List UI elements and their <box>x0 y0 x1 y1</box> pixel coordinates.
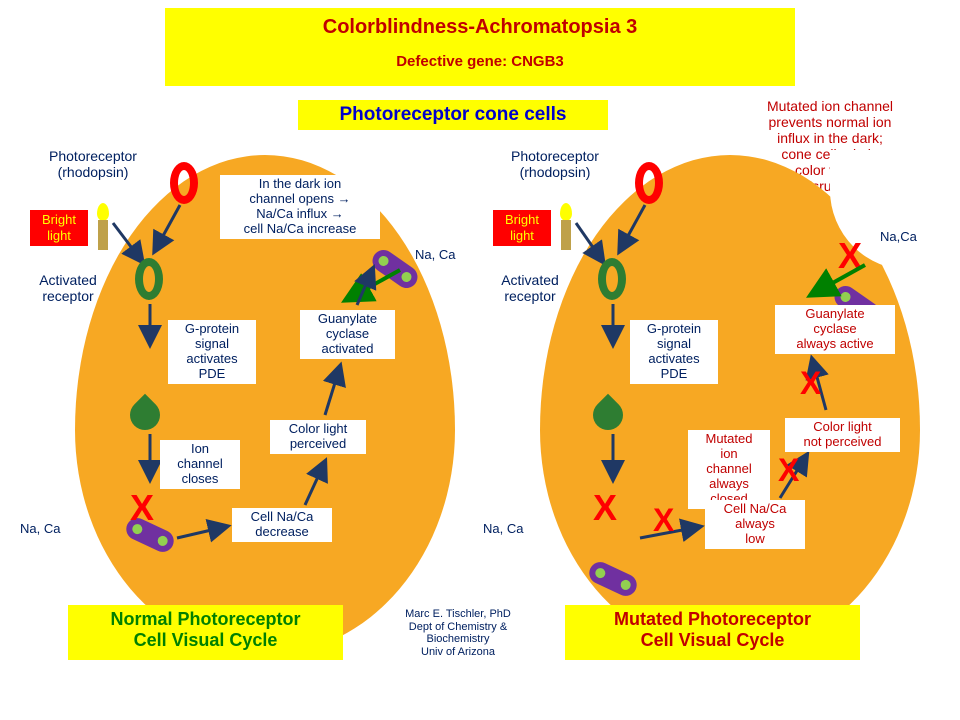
left-title-box: Normal Photoreceptor Cell Visual Cycle <box>68 605 343 660</box>
left-gc-box: Guanylate cyclase activated <box>300 310 395 359</box>
arrow-left-receptor-down <box>150 200 190 260</box>
left-photoreceptor-label: Photoreceptor (rhodopsin) <box>28 148 158 180</box>
right-naca-bottom: Na, Ca <box>483 522 523 537</box>
left-naca-bottom: Na, Ca <box>20 522 60 537</box>
left-naca-top: Na, Ca <box>415 248 455 263</box>
section-title: Photoreceptor cone cells <box>339 104 566 125</box>
header-banner: Colorblindness-Achromatopsia 3 Defective… <box>165 8 795 86</box>
right-gprotein-box: G-protein signal activates PDE <box>630 320 718 384</box>
header-title: Colorblindness-Achromatopsia 3 <box>165 16 795 39</box>
left-green-receptor-icon <box>135 258 163 300</box>
section-title-box: Photoreceptor cone cells <box>298 100 608 130</box>
arrow-right-droplet-down <box>603 432 623 482</box>
right-ion-closed-box: Mutated ion channel always closed <box>688 430 770 509</box>
arrow-left-to-decrease <box>175 520 230 545</box>
right-arrow-x1-icon: X <box>653 502 674 539</box>
header-subtitle: Defective gene: CNGB3 <box>165 53 795 70</box>
right-gc-box: Guanylate cyclase always active <box>775 305 895 354</box>
right-bright-light-label: Bright light <box>505 212 539 243</box>
left-title: Normal Photoreceptor Cell Visual Cycle <box>110 609 300 650</box>
left-dark-note: In the dark ion channel opens → Na/Ca in… <box>220 175 380 239</box>
left-ion-closes-box: Ion channel closes <box>160 440 240 489</box>
arrow-left-to-gc <box>320 365 345 420</box>
right-candle-body-icon <box>561 220 571 250</box>
credit-text: Marc E. Tischler, PhD Dept of Chemistry … <box>358 608 558 659</box>
right-red-receptor-icon <box>635 162 663 204</box>
left-naca-decrease-box: Cell Na/Ca decrease <box>232 508 332 542</box>
right-activated-label: Activated receptor <box>480 272 580 304</box>
left-bright-light-box: Bright light <box>30 210 88 246</box>
right-green-receptor-icon <box>598 258 626 300</box>
arrow-left-green-down <box>140 302 160 347</box>
left-channel-x-icon: X <box>130 487 154 529</box>
left-red-receptor-icon <box>170 162 198 204</box>
right-arrow-x2-icon: X <box>778 452 799 489</box>
left-bright-light-label: Bright light <box>42 212 76 243</box>
right-bright-light-box: Bright light <box>493 210 551 246</box>
arrow-right-channel-in <box>810 260 870 300</box>
right-color-box: Color light not perceived <box>785 418 900 452</box>
right-title-box: Mutated Photoreceptor Cell Visual Cycle <box>565 605 860 660</box>
right-title: Mutated Photoreceptor Cell Visual Cycle <box>614 609 811 650</box>
right-naca-top: Na,Ca <box>880 230 917 245</box>
arrow-left-gc-to-channel <box>352 270 377 310</box>
right-naca-low-box: Cell Na/Ca always low <box>705 500 805 549</box>
arrow-left-to-color <box>300 460 330 510</box>
left-color-box: Color light perceived <box>270 420 366 454</box>
arrow-right-green-down <box>603 302 623 347</box>
arrow-right-receptor-down <box>615 200 655 260</box>
left-gprotein-box: G-protein signal activates PDE <box>168 320 256 384</box>
right-photoreceptor-label: Photoreceptor (rhodopsin) <box>490 148 620 180</box>
right-arrow-x3-icon: X <box>800 365 821 402</box>
arrow-left-droplet-down <box>140 432 160 482</box>
right-channel-bottom-x-icon: X <box>593 487 617 529</box>
left-candle-body-icon <box>98 220 108 250</box>
left-activated-label: Activated receptor <box>18 272 118 304</box>
